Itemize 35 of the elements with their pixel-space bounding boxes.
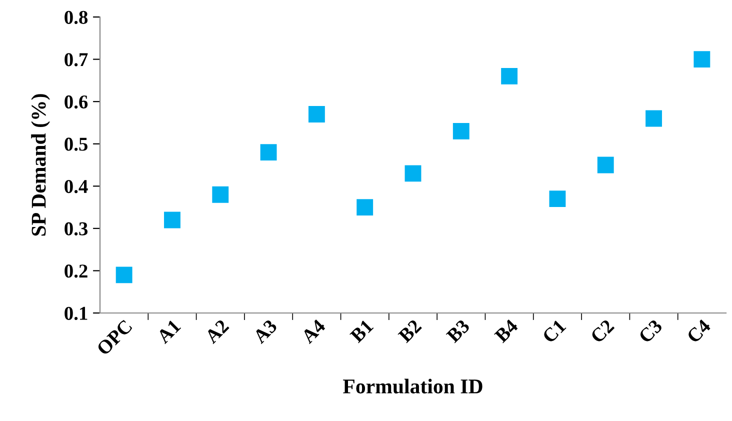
x-tick-label: C2: [590, 318, 615, 344]
point: [212, 186, 229, 203]
x-tick-label: C1: [542, 319, 566, 344]
point: [646, 110, 662, 127]
y-tick-label: 0.3: [64, 222, 88, 236]
y-tick-label: 0.4: [64, 180, 88, 194]
point: [308, 106, 325, 122]
point: [404, 165, 422, 182]
point: [501, 68, 518, 84]
y-tick-label: 0.2: [64, 264, 88, 278]
x-tick-label: A4: [300, 318, 326, 344]
y-tick-label: 0.5: [64, 138, 88, 151]
point: [164, 212, 180, 228]
point: [694, 51, 710, 68]
x-tick-label: B1: [349, 319, 374, 344]
x-tick-label: B4: [494, 318, 519, 344]
y-axis-title: SP Demand (%): [31, 94, 50, 236]
point: [356, 199, 374, 216]
x-tick-label: A3: [252, 318, 278, 344]
x-tick-label: B2: [398, 318, 422, 344]
x-axis-title: Formulation ID: [343, 378, 482, 394]
y-tick-label: 0.1: [64, 306, 88, 320]
x-tick-label: C4: [686, 318, 712, 344]
y-tick-label: 0.6: [64, 95, 88, 109]
x-tick-label: B3: [446, 318, 470, 344]
point: [549, 190, 566, 208]
point: [452, 122, 470, 140]
point: [116, 266, 132, 284]
point: [260, 144, 277, 161]
y-tick-label: 0.7: [64, 53, 88, 66]
point: [597, 156, 614, 174]
x-tick-label: C3: [638, 318, 663, 344]
x-tick-label: A1: [156, 319, 182, 344]
x-tick-label: A2: [204, 318, 230, 344]
y-tick-label: 0.8: [64, 10, 88, 24]
